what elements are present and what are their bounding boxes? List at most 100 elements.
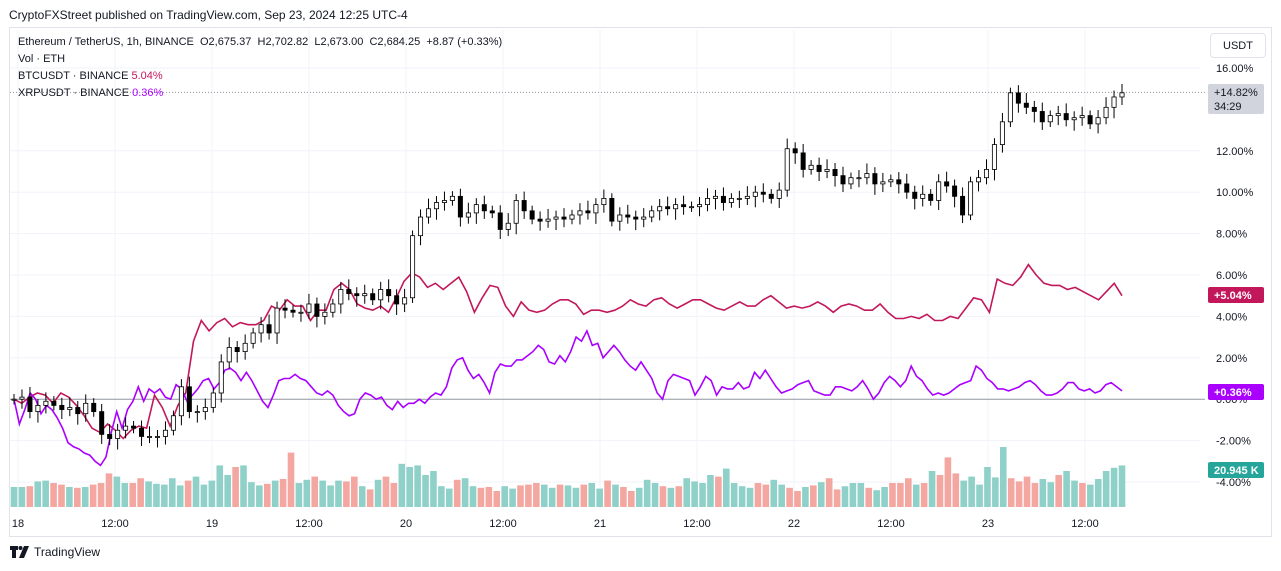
y-tick-label: -2.00%	[1216, 436, 1251, 448]
candle-body	[1119, 92, 1125, 98]
candle-body	[83, 402, 89, 415]
candle-body	[625, 214, 631, 218]
volume-bar	[992, 477, 999, 507]
currency-unit-button[interactable]: USDT	[1210, 33, 1266, 58]
volume-bar	[343, 481, 350, 507]
volume-bar	[699, 483, 706, 507]
candle-body	[800, 152, 806, 170]
volume-bar	[675, 486, 683, 507]
volume-bar	[438, 486, 445, 507]
candle-body	[1071, 117, 1077, 121]
volume-bar	[999, 447, 1007, 507]
candle-body	[545, 218, 551, 222]
volume-bar	[857, 483, 865, 507]
candle-body	[681, 204, 687, 208]
candle-body	[920, 193, 926, 199]
candle-body	[410, 235, 416, 299]
candle-body	[250, 332, 256, 344]
x-tick-label: 20	[400, 518, 412, 530]
volume-bar	[414, 465, 421, 507]
candle-body	[11, 398, 17, 401]
btc-last-label: +5.04%	[1214, 290, 1252, 302]
volume-bar	[722, 468, 730, 507]
legend-symbol[interactable]: Ethereum / TetherUS, 1h, BINANCE	[18, 36, 194, 48]
volume-bar	[707, 475, 714, 507]
candle-body	[370, 293, 376, 301]
volume-bar	[430, 471, 437, 507]
volume-bar	[691, 481, 698, 507]
candle-body	[314, 303, 320, 317]
x-tick-label: 12:00	[683, 518, 711, 530]
volume-bar	[533, 483, 540, 507]
candle-body	[513, 200, 519, 224]
x-tick-label: 12:00	[101, 518, 129, 530]
volume-bar	[216, 465, 224, 507]
volume-bar	[105, 473, 113, 507]
volume-bar	[89, 484, 97, 507]
volume-bar	[184, 480, 192, 507]
legend-btc-label: BTCUSDT · BINANCE	[18, 70, 129, 82]
candle-body	[1103, 106, 1109, 119]
volume-bar	[97, 483, 105, 507]
candle-body	[760, 191, 766, 195]
candle-body	[298, 311, 304, 314]
candle-body	[1007, 92, 1013, 123]
volume-bar	[889, 483, 896, 507]
volume-bar	[129, 483, 137, 507]
volume-bar	[564, 485, 572, 507]
volume-bar	[161, 484, 168, 507]
legend-btc[interactable]: BTCUSDT · BINANCE 5.04%	[18, 70, 163, 82]
legend-volume[interactable]: Vol · ETH	[18, 53, 66, 65]
volume-bar	[335, 480, 342, 507]
candle-body	[457, 195, 463, 218]
candle-body	[585, 210, 591, 214]
legend-xrp[interactable]: XRPUSDT · BINANCE 0.36%	[18, 87, 163, 99]
candle-body	[1047, 115, 1053, 123]
candle-body	[1087, 115, 1093, 125]
candle-body	[983, 169, 989, 179]
eth-last-label: +14.82%	[1214, 87, 1258, 99]
volume-bar	[762, 484, 770, 507]
btc-last-label-bg	[1208, 287, 1264, 303]
legend-xrp-value: 0.36%	[132, 87, 164, 99]
volume-bar	[786, 487, 793, 507]
volume-bar	[256, 485, 263, 507]
candle-body	[346, 289, 352, 295]
y-tick-label: 10.00%	[1216, 187, 1254, 199]
candle-body	[784, 148, 790, 191]
volume-bar	[556, 484, 564, 507]
volume-bar	[398, 463, 406, 507]
volume-bar	[18, 487, 26, 507]
volume-bar	[715, 476, 722, 507]
legend-xrp-label: XRPUSDT · BINANCE	[18, 87, 130, 99]
volume-bar	[66, 487, 73, 507]
candle-body	[720, 195, 726, 203]
legend-main[interactable]: Ethereum / TetherUS, 1h, BINANCE O2,675.…	[18, 36, 502, 48]
candle-body	[178, 386, 184, 417]
volume-bar	[366, 489, 374, 507]
candle-body	[601, 198, 607, 206]
candle-body	[864, 173, 870, 179]
volume-bar	[960, 480, 968, 507]
candle-body	[274, 307, 280, 334]
xrp-last-label-bg	[1208, 384, 1264, 400]
volume-bar	[208, 480, 216, 507]
tradingview-logo[interactable]: TradingView	[10, 545, 100, 559]
candle-body	[154, 436, 160, 438]
volume-bar	[1079, 483, 1086, 507]
candle-body	[904, 183, 910, 193]
candle-body	[290, 309, 296, 313]
candle-body	[880, 181, 886, 185]
candle-body	[505, 222, 511, 230]
candle-body	[537, 218, 543, 222]
candle-body	[888, 179, 894, 183]
volume-bar	[620, 487, 627, 507]
volume-bar	[794, 491, 801, 507]
candle-body	[354, 293, 360, 297]
x-tick-label: 18	[12, 518, 24, 530]
candle-body	[976, 177, 982, 183]
volume-bar	[817, 482, 825, 507]
xrp-last-label: +0.36%	[1214, 387, 1252, 399]
volume-bar	[311, 476, 319, 507]
